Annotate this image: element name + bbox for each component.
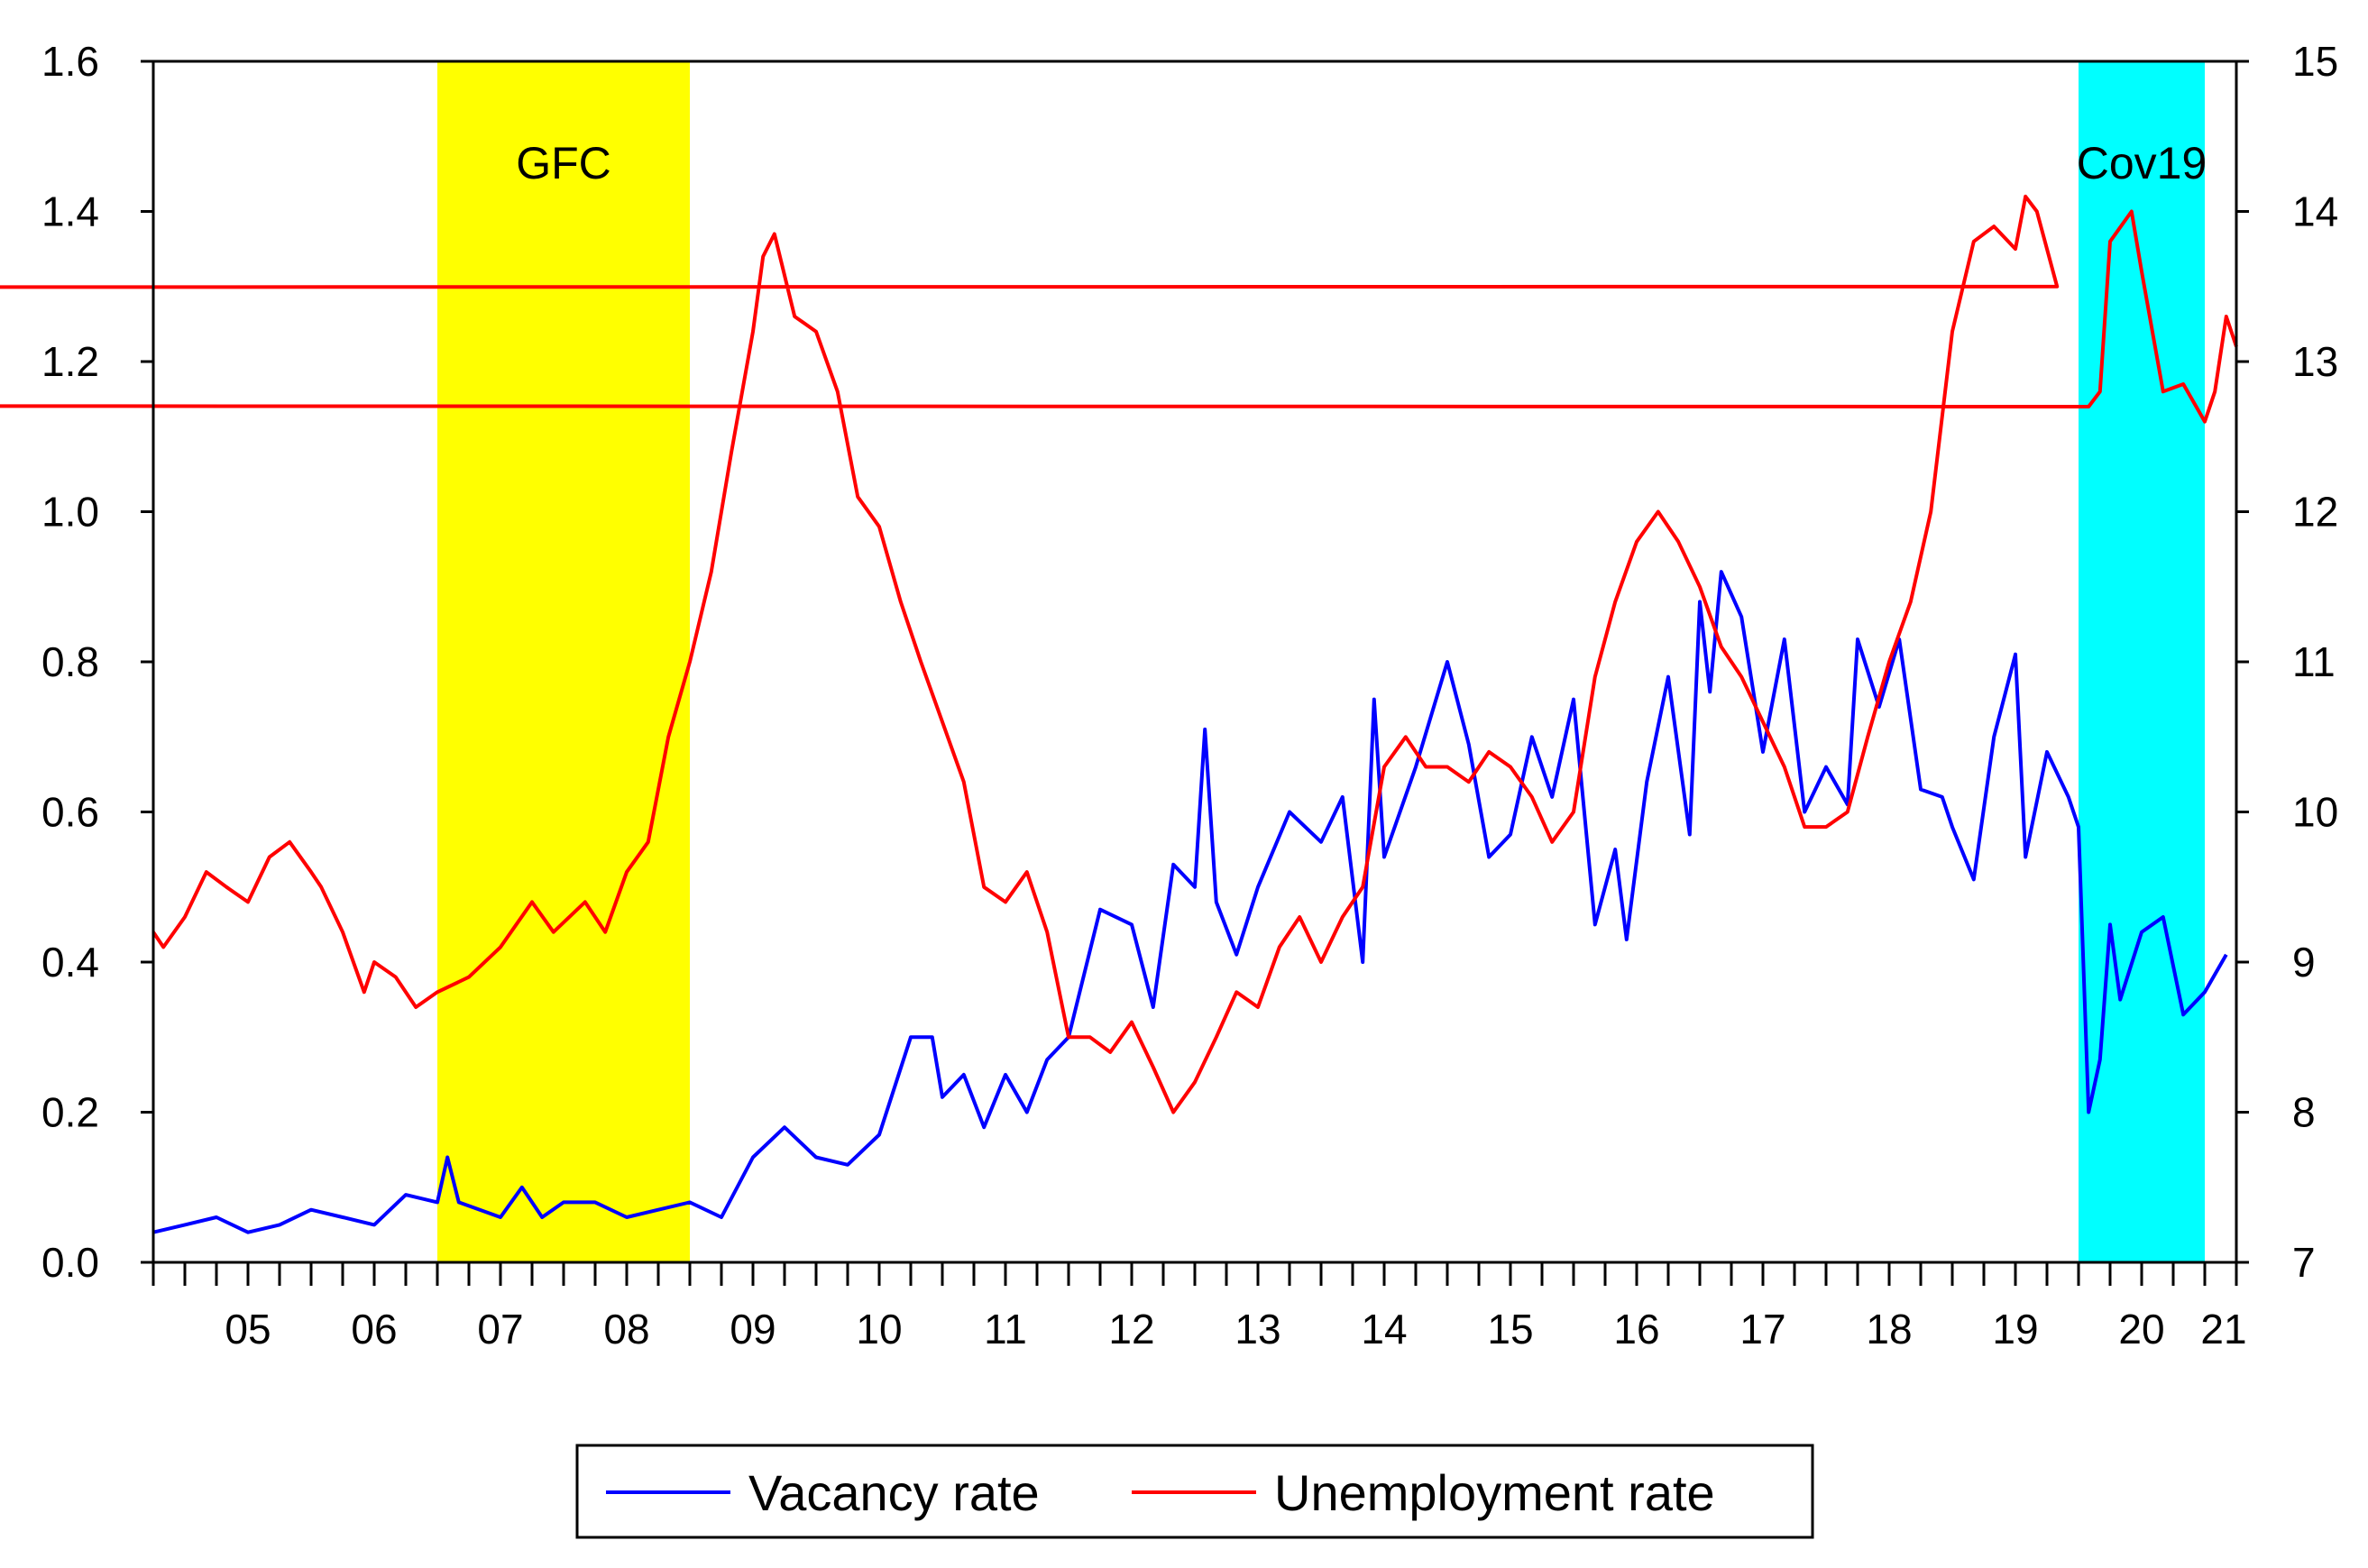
legend-label-vacancy: Vacancy rate <box>748 1464 1040 1521</box>
x-tick-label: 13 <box>1234 1306 1280 1353</box>
right-y-tick-label: 14 <box>2292 188 2338 235</box>
right-y-tick-label: 13 <box>2292 338 2338 385</box>
x-tick-label: 11 <box>984 1306 1027 1353</box>
x-tick-label: 20 <box>2118 1306 2164 1353</box>
x-tick-label: 07 <box>477 1306 523 1353</box>
x-tick-label: 17 <box>1739 1306 1785 1353</box>
left-y-tick-label: 1.6 <box>41 38 99 85</box>
series-lines <box>0 194 2238 1234</box>
left-y-tick-label: 1.4 <box>41 188 99 235</box>
x-axis: 05 06 07 08 09 10 11 12 13 14 15 16 17 18 19 20 21 <box>151 1262 2247 1353</box>
x-tick-label: 19 <box>1992 1306 2038 1353</box>
right-y-tick-label: 7 <box>2292 1239 2316 1286</box>
right-y-axis: 7 8 9 10 11 12 13 14 15 <box>2236 38 2338 1286</box>
legend-label-unemployment: Unemployment rate <box>1274 1464 1715 1521</box>
x-tick-label: 14 <box>1361 1306 1407 1353</box>
left-y-tick-label: 1.2 <box>41 338 99 385</box>
x-tick-label: 10 <box>856 1306 902 1353</box>
x-tick-label: 15 <box>1487 1306 1533 1353</box>
shaded-region-label-gfc: GFC <box>516 138 611 188</box>
left-y-tick-label: 1.0 <box>41 489 99 536</box>
left-y-tick-label: 0.2 <box>41 1089 99 1136</box>
right-y-tick-label: 9 <box>2292 939 2316 986</box>
x-tick-label: 08 <box>603 1306 649 1353</box>
right-y-tick-label: 15 <box>2292 38 2338 85</box>
right-y-tick-label: 8 <box>2292 1089 2316 1136</box>
shaded-region-label-cov19: Cov19 <box>2077 138 2207 188</box>
x-tick-label: 05 <box>225 1306 271 1353</box>
x-tick-label: 21 <box>2200 1306 2246 1353</box>
x-tick-label: 09 <box>730 1306 776 1353</box>
x-tick-label: 12 <box>1108 1306 1154 1353</box>
x-tick-label: 18 <box>1866 1306 1912 1353</box>
shaded-region-cov19 <box>2079 61 2205 1262</box>
right-y-tick-label: 10 <box>2292 789 2338 836</box>
left-y-axis: 0.0 0.2 0.4 0.6 0.8 1.0 1.2 1.4 1.6 <box>41 38 153 1286</box>
left-y-tick-label: 0.6 <box>41 789 99 836</box>
left-y-tick-label: 0.8 <box>41 638 99 685</box>
left-y-tick-label: 0.0 <box>41 1239 99 1286</box>
series-line-vacancy-rate <box>152 570 2228 1234</box>
left-y-tick-label: 0.4 <box>41 939 99 986</box>
right-y-tick-label: 12 <box>2292 489 2338 536</box>
x-tick-label: 16 <box>1613 1306 1659 1353</box>
shaded-region-gfc <box>437 61 690 1262</box>
x-tick-label: 06 <box>351 1306 397 1353</box>
right-y-tick-label: 11 <box>2292 638 2336 685</box>
legend: Vacancy rate Unemployment rate <box>575 1444 1814 1539</box>
series-line-unemployment-rate <box>0 194 2238 1114</box>
